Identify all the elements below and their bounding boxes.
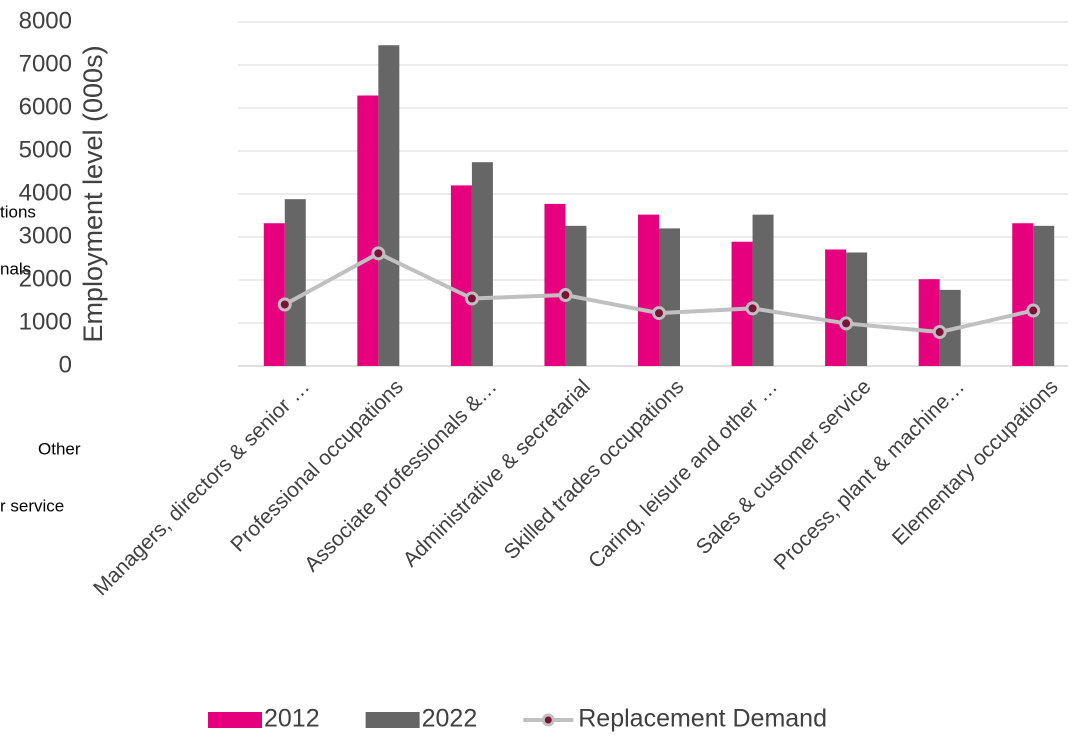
bar [544, 203, 566, 366]
bar [638, 214, 659, 366]
bar [918, 279, 940, 366]
x-tick-label: Elementary occupations [888, 375, 1063, 550]
y-tick-label: 8000 [19, 7, 72, 34]
bar [378, 45, 400, 366]
line-marker [652, 306, 666, 321]
line-marker [558, 288, 573, 303]
line-marker [464, 291, 479, 306]
bar [471, 162, 493, 366]
x-tick-label: Caring, leisure and other … [584, 375, 782, 573]
bar [357, 95, 379, 366]
bar [1012, 223, 1034, 366]
legend-swatch [208, 712, 262, 728]
y-tick-label: 7000 [19, 50, 72, 77]
bar [1033, 225, 1055, 366]
legend-label: 2022 [422, 705, 478, 733]
x-tick-label: Professional occupations [226, 375, 407, 556]
line-marker [371, 246, 386, 261]
x-tick-label: Skilled trades occupations [500, 375, 689, 564]
x-tick-label: Sales & customer service [692, 375, 876, 559]
legend-swatch [365, 712, 420, 728]
x-tick-label: Associate professionals &… [300, 375, 501, 576]
annotation: Other [38, 439, 81, 458]
x-tick-label: Administrative & secretarial [399, 375, 595, 571]
line-marker [839, 316, 854, 331]
y-tick-label: 6000 [19, 93, 72, 120]
legend-marker [541, 713, 555, 727]
annotation: tions [0, 202, 36, 221]
bar [846, 252, 868, 366]
bar [752, 214, 774, 366]
y-tick-label: 0 [59, 351, 72, 378]
line-marker [277, 297, 292, 312]
annotation: nals [0, 259, 31, 278]
x-tick-label: Process, plant & machine… [770, 375, 969, 574]
y-tick-label: 5000 [19, 136, 72, 163]
y-tick-label: 3000 [19, 222, 72, 249]
bar [659, 228, 680, 366]
bar [731, 241, 753, 366]
annotation: r service [0, 496, 64, 515]
bar [263, 223, 285, 366]
legend-label: 2012 [264, 705, 320, 733]
line-marker [1026, 303, 1041, 318]
y-tick-label: 2000 [19, 265, 72, 292]
bar [284, 199, 306, 366]
y-tick-label: 4000 [19, 179, 72, 206]
line-marker [745, 301, 760, 316]
bar [825, 249, 847, 366]
y-axis-label: Employment level (000s) [78, 45, 108, 342]
y-tick-label: 1000 [19, 308, 72, 335]
bar [450, 185, 472, 366]
line-marker [932, 325, 947, 340]
legend-label: Replacement Demand [578, 705, 827, 733]
